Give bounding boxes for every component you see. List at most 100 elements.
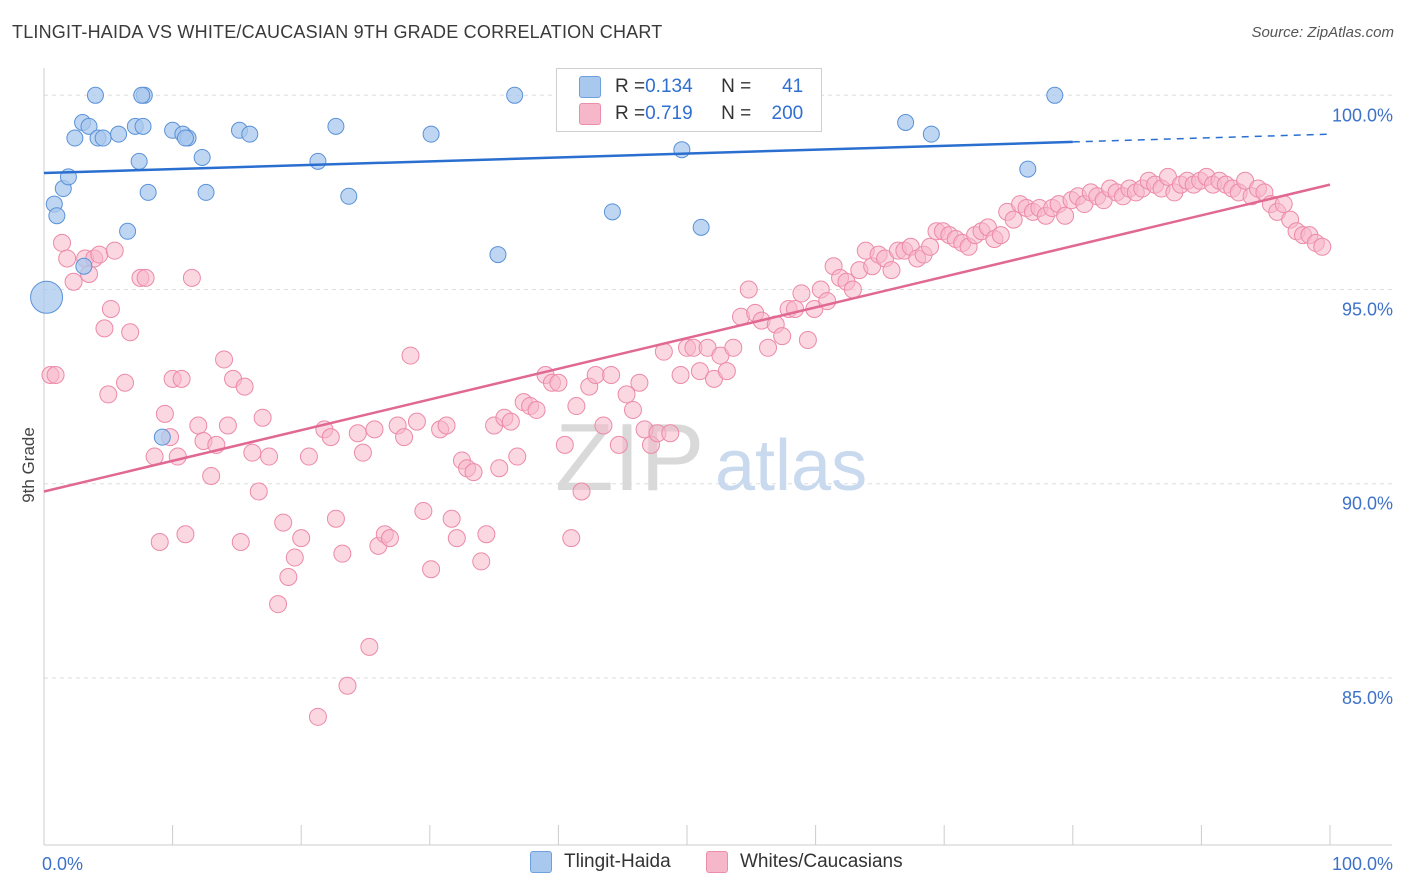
whites-trend-line xyxy=(43,183,1331,493)
source-credit: Source: ZipAtlas.com xyxy=(1251,24,1394,41)
whites-point xyxy=(798,331,817,350)
tlingit-point xyxy=(86,86,104,104)
whites-point xyxy=(437,416,456,435)
whites-point xyxy=(136,268,155,287)
whites-point xyxy=(292,529,311,548)
tlingit-point xyxy=(692,218,710,236)
whites-point xyxy=(253,408,272,427)
trend-lines xyxy=(43,133,1331,493)
tick-labels: 100.0% 95.0% 90.0% 85.0% 0.0% 100.0% xyxy=(42,105,1393,874)
whites-point xyxy=(609,435,628,454)
whites-point xyxy=(921,237,940,256)
whites-point xyxy=(477,525,496,544)
tlingit-point xyxy=(309,152,327,170)
stats-r-value: 0.134 xyxy=(645,76,693,97)
whites-point xyxy=(172,369,191,388)
whites-point xyxy=(360,637,379,656)
tlingit-point xyxy=(197,183,215,201)
stats-r-label: R = xyxy=(615,76,646,97)
whites-point xyxy=(442,509,461,528)
whites-point xyxy=(189,416,208,435)
y-tick-label: 95.0% xyxy=(1342,300,1393,320)
whites-point xyxy=(321,428,340,447)
whites-point xyxy=(168,447,187,466)
tlingit-point xyxy=(1046,86,1064,104)
whites-point xyxy=(623,400,642,419)
tlingit-trend-extension xyxy=(1072,133,1331,143)
y-tick-label: 90.0% xyxy=(1342,494,1393,514)
whites-point xyxy=(101,299,120,318)
bottom-legend: Tlingit-Haida Whites/Caucasians xyxy=(0,851,1406,877)
whites-point xyxy=(602,365,621,384)
whites-point xyxy=(630,373,649,392)
y-tick-label: 100.0% xyxy=(1332,105,1393,125)
stats-n-value: 41 xyxy=(782,76,804,97)
tlingit-point xyxy=(48,207,66,225)
tlingit-point xyxy=(66,129,84,147)
whites-point xyxy=(285,548,304,567)
whites-point xyxy=(64,272,83,291)
whites-point xyxy=(739,280,758,299)
whites-point xyxy=(90,245,109,264)
whites-point xyxy=(218,416,237,435)
whites-point xyxy=(671,365,690,384)
axes xyxy=(43,68,1392,846)
whites-point xyxy=(235,377,254,396)
legend-item-whites: Whites/Caucasians xyxy=(706,851,903,873)
whites-point xyxy=(215,350,234,369)
whites-point xyxy=(58,249,77,268)
stats-n-label: N = xyxy=(721,103,752,124)
whites-point xyxy=(249,482,268,501)
whites-point xyxy=(527,400,546,419)
whites-point xyxy=(116,373,135,392)
tlingit-point xyxy=(139,183,157,201)
whites-point xyxy=(395,428,414,447)
whites-point xyxy=(401,346,420,365)
whites-point xyxy=(274,513,293,532)
whites-point xyxy=(326,509,345,528)
whites-point xyxy=(447,529,466,548)
tlingit-point xyxy=(193,148,211,166)
whites-point xyxy=(792,284,811,303)
whites-point xyxy=(365,420,384,439)
whites-point xyxy=(508,447,527,466)
legend-swatch-tlingit xyxy=(530,851,552,873)
whites-point xyxy=(586,365,605,384)
legend-label-whites: Whites/Caucasians xyxy=(740,851,903,872)
whites-point xyxy=(99,385,118,404)
whites-point xyxy=(121,323,140,342)
stats-swatch-whites xyxy=(579,103,601,125)
watermark-atlas: atlas xyxy=(715,426,867,506)
tlingit-point xyxy=(110,125,128,143)
tlingit-point xyxy=(94,129,112,147)
whites-point xyxy=(724,338,743,357)
whites-point xyxy=(555,435,574,454)
tlingit-point xyxy=(327,117,345,135)
whites-point xyxy=(490,459,509,478)
tlingit-point xyxy=(153,428,171,446)
whites-point xyxy=(53,233,72,252)
tlingit-point xyxy=(897,113,915,131)
whites-point xyxy=(594,416,613,435)
stats-row-whites: R = 0.719 N = 200 xyxy=(579,101,803,127)
whites-point xyxy=(155,404,174,423)
tlingit-point xyxy=(241,125,259,143)
whites-point xyxy=(991,226,1010,245)
tlingit-point xyxy=(603,203,621,221)
whites-point xyxy=(269,595,288,614)
whites-point xyxy=(414,501,433,520)
tlingit-point xyxy=(176,129,194,147)
tlingit-point xyxy=(506,86,524,104)
whites-point xyxy=(260,447,279,466)
chart-title: TLINGIT-HAIDA VS WHITE/CAUCASIAN 9TH GRA… xyxy=(12,22,663,42)
whites-point xyxy=(1313,237,1332,256)
whites-point xyxy=(308,707,327,726)
tlingit-point xyxy=(133,86,151,104)
whites-point xyxy=(501,412,520,431)
y-tick-label: 85.0% xyxy=(1342,688,1393,708)
whites-point xyxy=(333,544,352,563)
tlingit-point xyxy=(1019,160,1037,178)
whites-point xyxy=(422,560,441,579)
whites-point xyxy=(562,529,581,548)
